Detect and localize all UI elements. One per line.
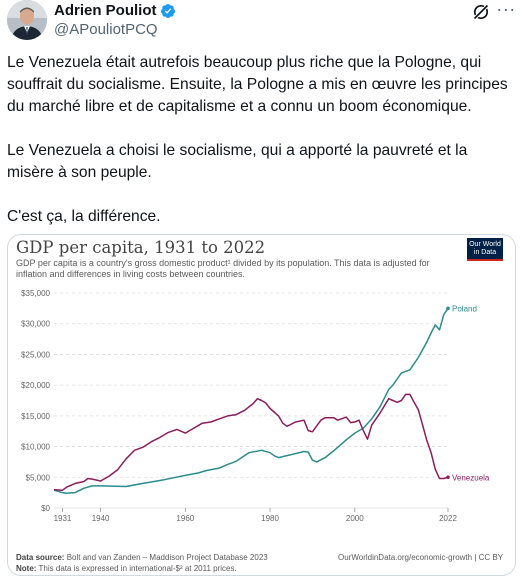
x-tick-label: 1980 [261, 514, 279, 523]
series-end-point-poland [446, 306, 450, 311]
x-tick-label: 1931 [54, 514, 72, 523]
chart-source-link: OurWorldinData.org/economic-growth | CC … [338, 553, 504, 562]
x-tick-label: 1960 [176, 514, 194, 523]
y-tick-label: $35,000 [21, 289, 50, 298]
grok-icon[interactable] [471, 2, 491, 22]
y-tick-label: $20,000 [21, 381, 50, 390]
y-tick-label: $15,000 [21, 412, 50, 421]
avatar-photo-icon [7, 0, 47, 40]
source-text: Bolt and van Zanden – Maddison Project D… [66, 553, 268, 562]
tweet-paragraph: Le Venezuela a choisi le socialisme, qui… [7, 142, 468, 181]
series-end-point-venezuela [446, 475, 450, 480]
series-line-venezuela [53, 393, 449, 491]
series-label-poland: Poland [452, 304, 477, 313]
tweet-header: Adrien Pouliot @APouliotPCQ ··· [0, 0, 522, 46]
owid-logo: Our World in Data [467, 238, 503, 261]
chart-subtitle: GDP per capita is a country's gross dome… [16, 258, 430, 279]
author-name[interactable]: Adrien Pouliot [54, 2, 157, 19]
note-text: This data is expressed in international-… [38, 564, 237, 573]
source-label: Data source: [16, 553, 65, 562]
more-icon[interactable]: ··· [496, 0, 516, 19]
x-tick-label: 2022 [439, 514, 457, 523]
note-label: Note: [16, 564, 37, 573]
series-line-poland [53, 307, 449, 495]
tweet-paragraph: Le Venezuela était autrefois beaucoup pl… [7, 54, 508, 115]
chart-source: Data source: Bolt and van Zanden – Maddi… [16, 553, 268, 562]
y-tick-label: $10,000 [21, 443, 50, 452]
chart-card[interactable]: $0 $5,000 $10,000 $15,000 $20,000 $25,000 $30,… [7, 234, 516, 576]
gdp-line-chart: $0 $5,000 $10,000 $15,000 $20,000 $25,000 $30,… [21, 289, 490, 523]
y-tick-label: $30,000 [21, 320, 50, 329]
tweet-paragraph: C'est ça, la différence. [7, 208, 161, 225]
x-tick-label: 2000 [346, 514, 364, 523]
avatar[interactable] [7, 0, 47, 40]
series-label-venezuela: Venezuela [452, 473, 490, 482]
chart-note: Note: This data is expressed in internat… [16, 564, 237, 573]
tweet-body: Le Venezuela était autrefois beaucoup pl… [7, 52, 517, 250]
x-tick-label: 1940 [92, 514, 110, 523]
y-tick-label: $0 [41, 504, 50, 513]
y-tick-label: $25,000 [21, 350, 50, 359]
y-tick-label: $5,000 [26, 473, 51, 482]
chart-title: GDP per capita, 1931 to 2022 [16, 238, 266, 257]
verified-badge-icon [160, 4, 175, 18]
author-handle[interactable]: @APouliotPCQ [54, 21, 158, 38]
